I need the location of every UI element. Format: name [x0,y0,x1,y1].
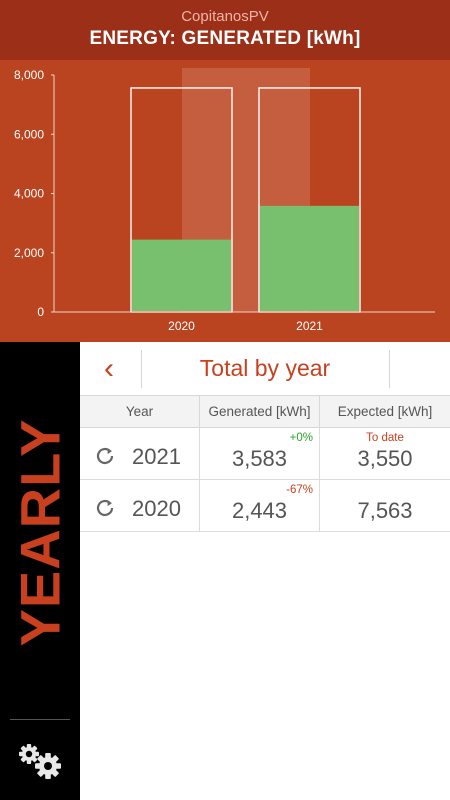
app-header: CopitanosPV ENERGY: GENERATED [kWh] [0,0,450,60]
generated-value: 2,443 [231,498,288,523]
refresh-icon[interactable] [94,497,116,519]
sidebar: YEARLY [0,342,80,800]
expected-value: 7,563 [357,498,413,523]
sidebar-divider [10,719,70,720]
table-row[interactable]: 2021 +0% 3,583 To date 3,550 [80,428,450,480]
x-tick-label: 2021 [296,319,323,333]
period-label[interactable]: YEARLY [8,417,72,647]
generated-bar [132,239,231,311]
toolbar-title: Total by year [199,355,331,381]
y-tick-label: 8,000 [14,68,44,82]
chart-svg: 0 2,000 4,000 6,000 8,000 2020 2021 [14,68,435,333]
refresh-icon[interactable] [94,445,116,467]
y-tick-label: 6,000 [14,127,44,141]
period-label-container[interactable]: YEARLY [0,342,80,722]
row-year: 2020 [132,496,181,521]
y-tick-label: 0 [37,305,44,319]
gears-icon[interactable] [10,734,70,784]
energy-chart: 0 2,000 4,000 6,000 8,000 2020 2021 [0,60,450,342]
app-name: CopitanosPV [181,8,269,25]
table-row[interactable]: 2020 -67% 2,443 7,563 [80,480,450,532]
expected-note: To date [366,432,404,444]
column-header-generated: Generated [kWh] [200,396,320,427]
row-year: 2021 [132,444,181,469]
chevron-left-icon[interactable]: ‹ [104,352,114,385]
main-panel: ‹ Total by year Year Generated [kWh] Exp… [80,342,450,800]
y-tick-label: 2,000 [14,246,44,260]
x-tick-label: 2020 [168,319,195,333]
page-title: ENERGY: GENERATED [kWh] [89,28,361,49]
table-header: Year Generated [kWh] Expected [kWh] [80,396,450,428]
toolbar-divider [389,350,390,388]
generated-bar [260,205,359,311]
change-percent: -67% [286,484,313,496]
y-tick-label: 4,000 [14,187,44,201]
generated-value: 3,583 [231,446,288,471]
toolbar-divider [141,350,142,388]
column-header-expected: Expected [kWh] [337,404,433,419]
toolbar: ‹ Total by year [80,342,450,396]
change-percent: +0% [289,432,313,444]
column-header-year: Year [80,396,200,427]
expected-value: 3,550 [357,446,413,471]
